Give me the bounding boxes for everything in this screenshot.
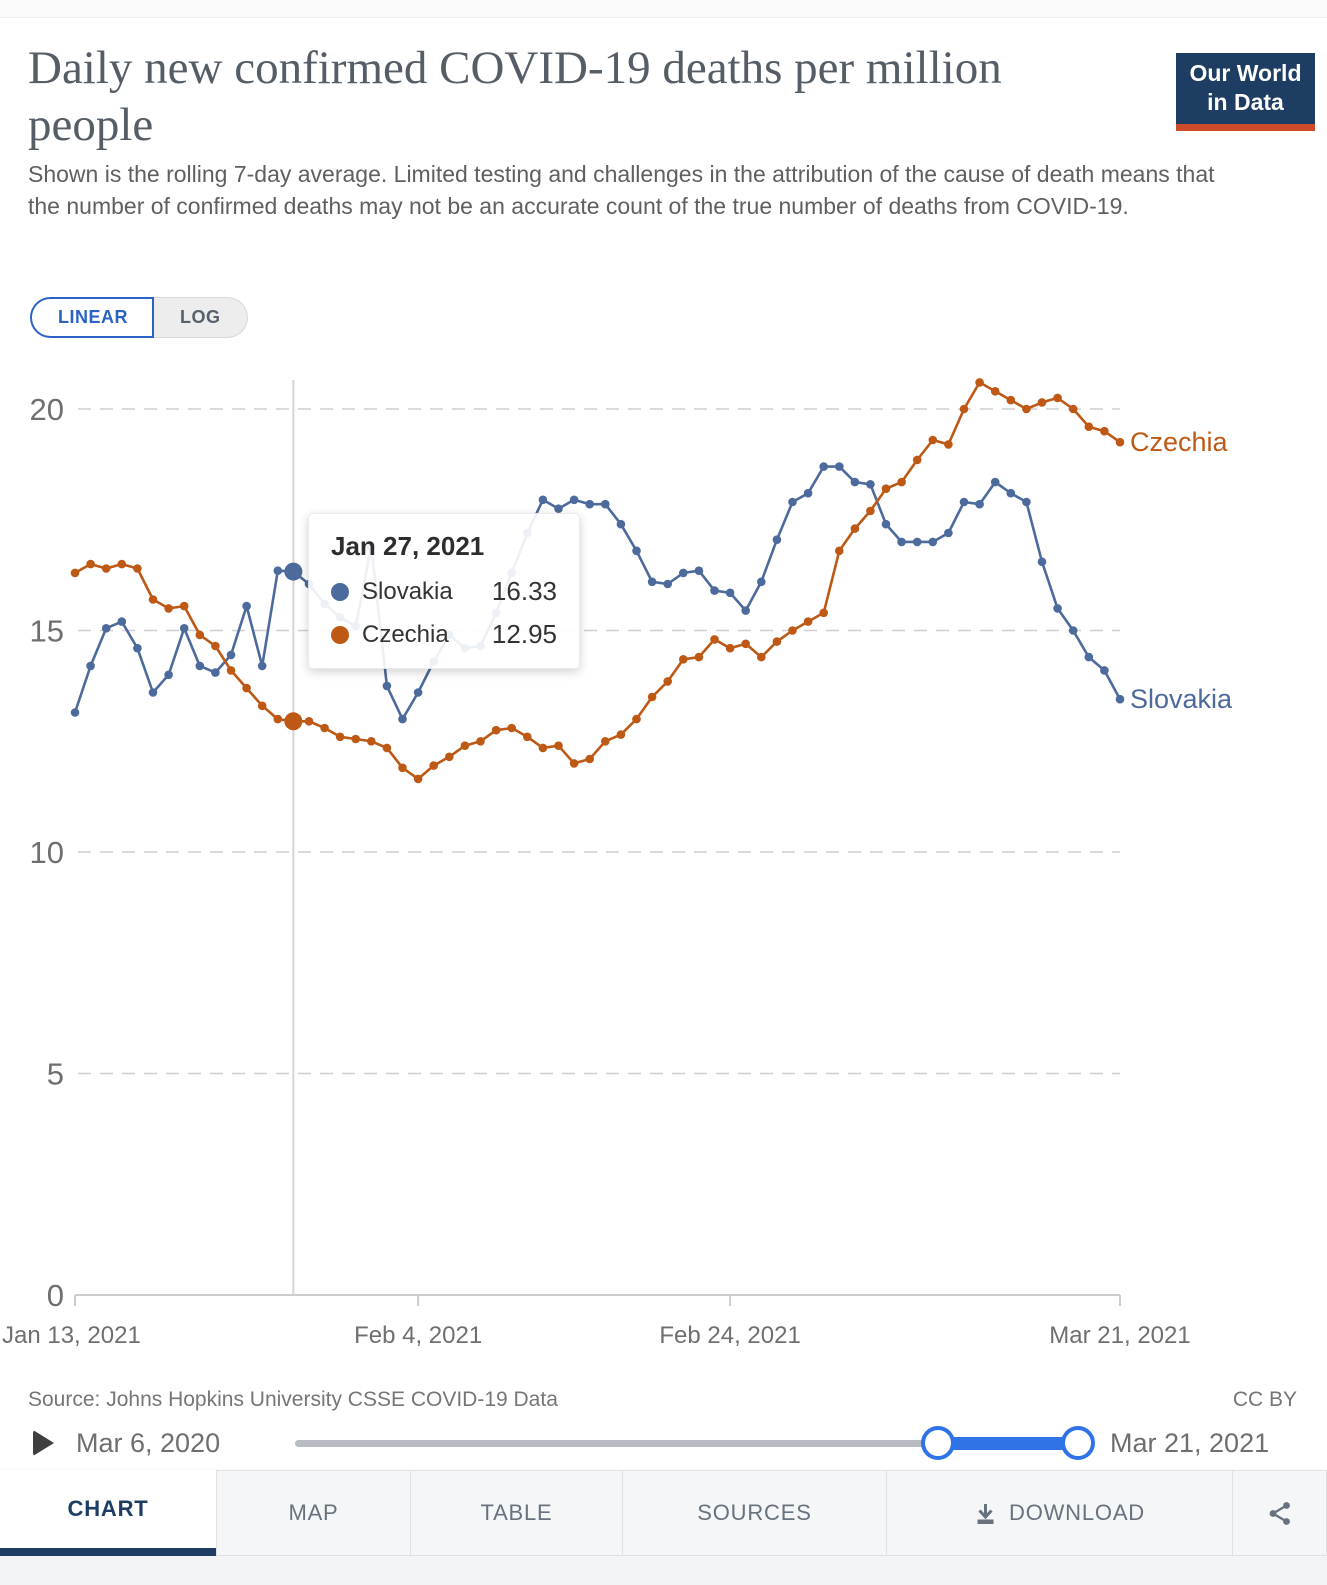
czechia-series: Czechia [70,378,1229,784]
tooltip-row-slovakia: Slovakia 16.33 [331,576,557,607]
share-button[interactable] [1232,1470,1327,1556]
tooltip-series-value: 12.95 [491,619,557,649]
tooltip-series-name: Slovakia [362,577,453,605]
y-tick-label: 10 [30,835,64,870]
chart-canvas[interactable]: 0 5 10 15 20 Jan 13, 2021 Feb 4, 2021 Feb 24, 2… [0,372,1327,1372]
owid-logo-red-bar [1176,124,1315,131]
tab-table[interactable]: TABLE [410,1470,622,1556]
y-tick-label: 20 [30,392,64,427]
timeline-selected-range[interactable] [937,1437,1077,1450]
tab-sources[interactable]: SOURCES [622,1470,886,1556]
scale-toggle: LINEAR LOG [30,297,248,338]
czechia-line-label: Czechia [1130,427,1229,457]
download-icon [977,1503,994,1524]
y-tick-label: 15 [30,614,64,649]
timeline-slider[interactable] [295,1426,1095,1460]
x-tick-label: Jan 13, 2021 [2,1322,141,1349]
bottom-tabs: CHART MAP TABLE SOURCES DOWNLOAD [0,1470,1327,1556]
linear-scale-button[interactable]: LINEAR [30,297,154,338]
source-text: Source: Johns Hopkins University CSSE CO… [28,1388,558,1411]
timeline: Mar 6, 2020 Mar 21, 2021 [0,1420,1327,1466]
source-row: Source: Johns Hopkins University CSSE CO… [28,1388,1297,1412]
license-link[interactable]: CC BY [1232,1388,1297,1411]
x-tick-label: Feb 4, 2021 [354,1322,482,1349]
tooltip-row-czechia: Czechia 12.95 [331,619,557,650]
log-scale-button[interactable]: LOG [154,297,248,338]
line-chart[interactable]: 0 5 10 15 20 Jan 13, 2021 Feb 4, 2021 Feb 24, 2… [0,372,1327,1372]
slovakia-line-label: Slovakia [1130,684,1233,714]
timeline-handle-start[interactable] [921,1426,955,1460]
chart-subtitle: Shown is the rolling 7-day average. Limi… [28,161,1215,219]
page-background-strip [0,1556,1327,1585]
tooltip-series-name: Czechia [362,620,449,648]
share-icon [1269,1501,1290,1525]
slovakia-series-dot [331,582,349,601]
czechia-hover-point [284,712,303,731]
timeline-end-date[interactable]: Mar 21, 2021 [1110,1428,1270,1458]
owid-logo[interactable]: Our World in Data [1176,53,1315,131]
slovakia-hover-point [284,562,303,581]
y-tick-label: 0 [47,1278,64,1313]
timeline-start-date[interactable]: Mar 6, 2020 [76,1428,221,1458]
timeline-handle-end[interactable] [1061,1426,1095,1460]
top-strip [0,0,1327,18]
y-tick-label: 5 [47,1057,64,1092]
tooltip-series-value: 16.33 [491,576,557,606]
page-title: Daily new confirmed COVID-19 deaths per … [28,42,1002,152]
czechia-series-dot [331,625,349,644]
owid-logo-text: Our World in Data [1176,53,1315,124]
play-icon[interactable] [33,1430,54,1456]
chart-tooltip: Jan 27, 2021 Slovakia 16.33 Czechia 12.9… [308,513,580,669]
tab-chart[interactable]: CHART [0,1470,216,1556]
tab-map[interactable]: MAP [216,1470,410,1556]
x-tick-label: Feb 24, 2021 [659,1322,800,1349]
tab-download[interactable]: DOWNLOAD [886,1470,1232,1556]
x-tick-label: Mar 21, 2021 [1049,1322,1190,1349]
tooltip-date: Jan 27, 2021 [331,531,485,561]
